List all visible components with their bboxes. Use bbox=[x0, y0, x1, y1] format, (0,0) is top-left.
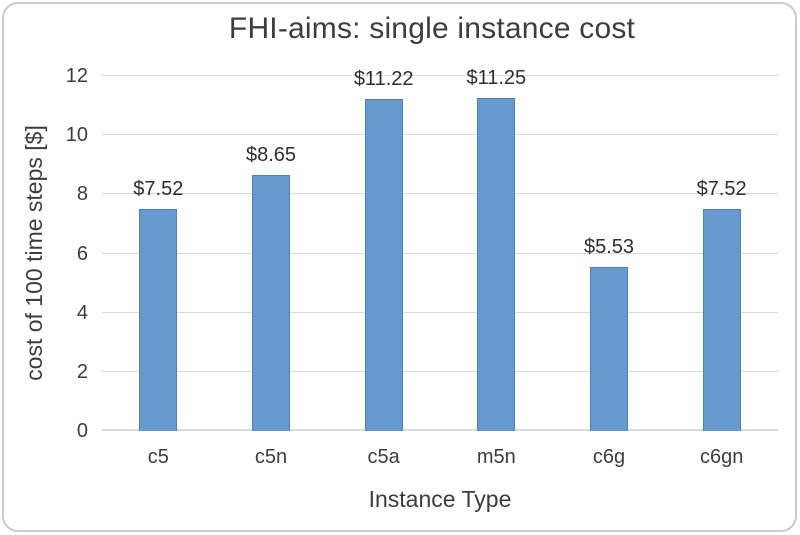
data-label-c6gn: $7.52 bbox=[696, 177, 747, 200]
x-tick-label-m5n: m5n bbox=[476, 446, 516, 468]
gridline-y10 bbox=[102, 134, 778, 136]
bar-c5n bbox=[252, 175, 290, 431]
x-tick-label-c6g: c6g bbox=[592, 446, 626, 468]
y-axis-title: cost of 100 time steps [$] bbox=[21, 125, 47, 381]
x-tick-label-c6gn: c6gn bbox=[699, 446, 744, 468]
y-tick-label: 6 bbox=[76, 242, 88, 265]
y-tick-label: 2 bbox=[76, 360, 88, 383]
bar-c5 bbox=[139, 208, 178, 431]
x-axis-title: Instance Type bbox=[368, 486, 512, 512]
chart-title: FHI-aims: single instance cost bbox=[228, 12, 636, 45]
bar-c6g bbox=[590, 267, 628, 431]
gridline-y12 bbox=[102, 75, 778, 76]
gridline-y6 bbox=[102, 252, 778, 254]
x-tick-label-c5: c5 bbox=[147, 446, 169, 468]
y-tick-label: 10 bbox=[65, 124, 88, 147]
x-tick-label-c5a: c5a bbox=[367, 446, 400, 468]
x-tick-label-c5n: c5n bbox=[254, 446, 288, 468]
data-label-c5a: $11.22 bbox=[353, 68, 414, 91]
data-label-c5: $7.52 bbox=[133, 177, 184, 200]
data-label-c6g: $5.53 bbox=[583, 236, 635, 259]
y-tick-label: 8 bbox=[76, 183, 88, 206]
gridline-y2 bbox=[102, 370, 778, 372]
bar-c5a bbox=[364, 99, 403, 431]
y-tick-label: 0 bbox=[76, 420, 88, 442]
data-label-c5n: $8.65 bbox=[245, 144, 297, 167]
gridline-y0 bbox=[102, 429, 778, 431]
y-tick-label: 4 bbox=[76, 301, 88, 324]
data-label-m5n: $11.25 bbox=[466, 67, 527, 90]
y-tick-label: 12 bbox=[65, 65, 88, 87]
bar-m5n bbox=[477, 98, 516, 431]
bar-c6gn bbox=[702, 208, 741, 431]
plot-area: 0 2 4 6 8 10 12 $7.52 c5 $8.65 c5n $11.22 c5a $11.25 m… bbox=[66, 65, 778, 468]
gridline-y4 bbox=[102, 311, 778, 313]
gridline-y8 bbox=[102, 193, 778, 195]
